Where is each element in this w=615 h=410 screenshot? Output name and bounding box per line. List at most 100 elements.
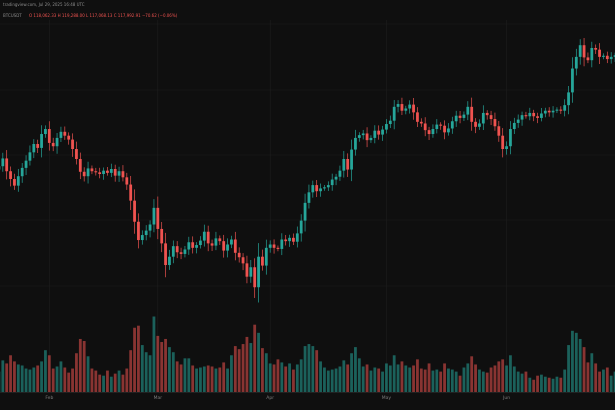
volume-bar — [365, 364, 369, 392]
candle-body — [222, 241, 226, 251]
candle-body — [295, 233, 299, 242]
candle-body — [125, 177, 129, 185]
candle-body — [354, 137, 357, 150]
candle-body — [590, 47, 594, 61]
candle-body — [400, 104, 404, 111]
candle-body — [334, 176, 338, 180]
volume-bar — [129, 350, 133, 392]
candle-body — [106, 170, 109, 173]
volume-bar — [586, 362, 590, 392]
volume-bar — [594, 363, 598, 392]
volume-bar — [396, 364, 400, 392]
volume-bar — [408, 367, 412, 392]
volume-bar — [392, 355, 396, 392]
candle-body — [284, 239, 288, 242]
volume-bar — [361, 366, 365, 392]
candle-body — [326, 185, 330, 188]
volume-bar — [478, 369, 481, 392]
candle-body — [466, 106, 470, 115]
volume-bar — [373, 367, 377, 392]
volume-bar — [323, 367, 326, 392]
candle-body — [280, 239, 284, 249]
grid-layer — [0, 20, 615, 392]
candle-body — [485, 112, 489, 116]
volume-bar — [241, 344, 245, 392]
candle-body — [497, 126, 501, 136]
volume-bar — [311, 346, 315, 392]
candle-body — [51, 142, 55, 147]
candle-body — [133, 200, 136, 222]
volume-bar — [400, 361, 404, 392]
volume-bar — [555, 376, 559, 392]
candle-body — [195, 245, 198, 248]
volume-bar — [443, 363, 446, 392]
candle-body — [156, 207, 160, 229]
candle-body — [392, 106, 396, 121]
volume-bar — [222, 362, 226, 392]
volume-bar — [338, 366, 342, 392]
candle-body — [547, 110, 551, 113]
volume-bar — [160, 342, 164, 392]
volume-bar — [253, 324, 257, 392]
volume-bar — [404, 365, 408, 392]
volume-bar — [1, 360, 5, 392]
volume-bar — [439, 371, 443, 392]
candle-body — [214, 238, 218, 246]
volume-bar — [55, 366, 59, 392]
candle-body — [82, 171, 86, 177]
candle-body — [528, 112, 532, 117]
volume-bar — [292, 369, 295, 392]
candle-body — [299, 220, 303, 234]
candle-body — [501, 135, 505, 150]
volume-bar — [102, 375, 105, 392]
volume-bar — [210, 366, 214, 392]
candle-body — [28, 152, 32, 161]
candle-body — [102, 170, 105, 174]
volume-bar — [582, 347, 586, 392]
volume-bar — [9, 355, 12, 392]
volume-bar — [450, 369, 454, 392]
candle-body — [36, 144, 40, 148]
volume-bar — [94, 370, 98, 392]
volume-bar — [195, 368, 198, 392]
candle-body — [55, 137, 59, 147]
volume-bar — [257, 332, 260, 392]
candle-body — [175, 246, 179, 253]
candle-body — [516, 119, 520, 123]
candle-body — [365, 133, 369, 141]
volume-bar — [427, 363, 431, 392]
volume-bar — [559, 377, 563, 392]
volume-bar — [156, 335, 160, 392]
volume-bar — [164, 338, 167, 392]
candle-body — [303, 202, 307, 221]
candle-body — [233, 239, 237, 253]
candle-body — [346, 159, 350, 170]
volume-bar — [284, 366, 288, 392]
candle-body — [237, 252, 241, 258]
candle-body — [199, 240, 202, 246]
candle-body — [276, 247, 280, 249]
candle-body — [571, 68, 574, 93]
candle-body — [330, 179, 334, 186]
volume-bar — [609, 375, 613, 392]
candle-body — [551, 110, 555, 113]
volume-bar — [299, 359, 303, 392]
volume-bar — [489, 367, 493, 392]
volume-bar — [59, 361, 63, 392]
volume-bar — [416, 359, 419, 392]
candle-body — [311, 185, 315, 193]
volume-bar — [47, 355, 51, 392]
candle-body — [478, 123, 481, 127]
candle-body — [179, 252, 183, 254]
candle-body — [113, 168, 117, 176]
candle-body — [268, 244, 272, 248]
header-source-line: tradingview.com, Jul 29, 2025 16:48 UTC — [3, 2, 85, 7]
volume-bar — [512, 366, 516, 392]
volume-bar — [505, 365, 508, 392]
volume-bar — [605, 367, 609, 392]
x-axis: FebMarAprMayJunJul — [0, 392, 615, 401]
candle-body — [63, 131, 67, 136]
candle-body — [202, 231, 206, 241]
